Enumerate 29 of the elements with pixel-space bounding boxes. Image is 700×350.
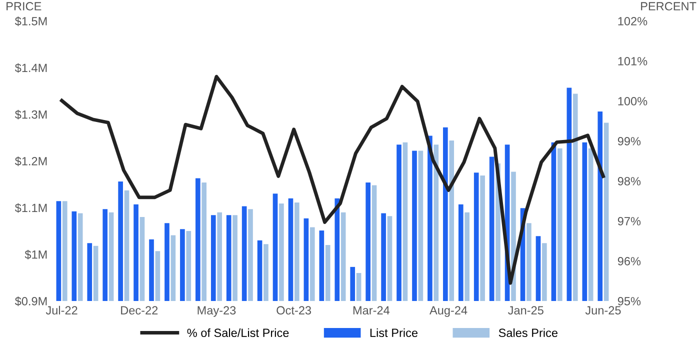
y2-tick-label: 100% — [618, 97, 648, 106]
y2-tick-label: 96% — [618, 257, 641, 266]
x-tick-label: May-23 — [198, 306, 236, 317]
x-tick-label: Oct-23 — [276, 306, 312, 315]
y-tick-label: $1.2M — [14, 156, 47, 166]
y-tick-label: $1.5M — [14, 16, 47, 26]
x-tick-label: Jul-22 — [46, 306, 78, 315]
x-tick-label: Aug-24 — [430, 306, 468, 317]
x-tick-label: Mar-24 — [353, 306, 390, 315]
y-tick-label: $1M — [24, 250, 47, 260]
legend-label: List Price — [370, 328, 418, 338]
x-tick-label: Dec-22 — [121, 306, 158, 315]
y2-tick-label: 102% — [618, 17, 648, 26]
y-axis-title: PRICE — [6, 2, 42, 10]
y2-tick-label: 99% — [618, 137, 641, 146]
y-tick-label: $1.1M — [14, 203, 47, 213]
x-tick-label: Jan-25 — [508, 306, 544, 315]
legend-label: % of Sale/List Price — [187, 328, 289, 338]
y2-tick-label: 98% — [618, 177, 641, 186]
y2-tick-label: 101% — [618, 57, 648, 66]
y2-tick-label: 95% — [618, 297, 641, 306]
legend-label: Sales Price — [498, 328, 558, 338]
y2-tick-label: 97% — [618, 217, 641, 226]
line-series — [60, 74, 605, 285]
y2-axis-title: PERCENT — [641, 2, 696, 10]
y-tick-label: $1.3M — [14, 110, 47, 120]
x-tick-label: Jun-25 — [585, 306, 621, 315]
y-tick-label: $0.9M — [14, 296, 47, 306]
y-tick-label: $1.4M — [14, 63, 47, 73]
